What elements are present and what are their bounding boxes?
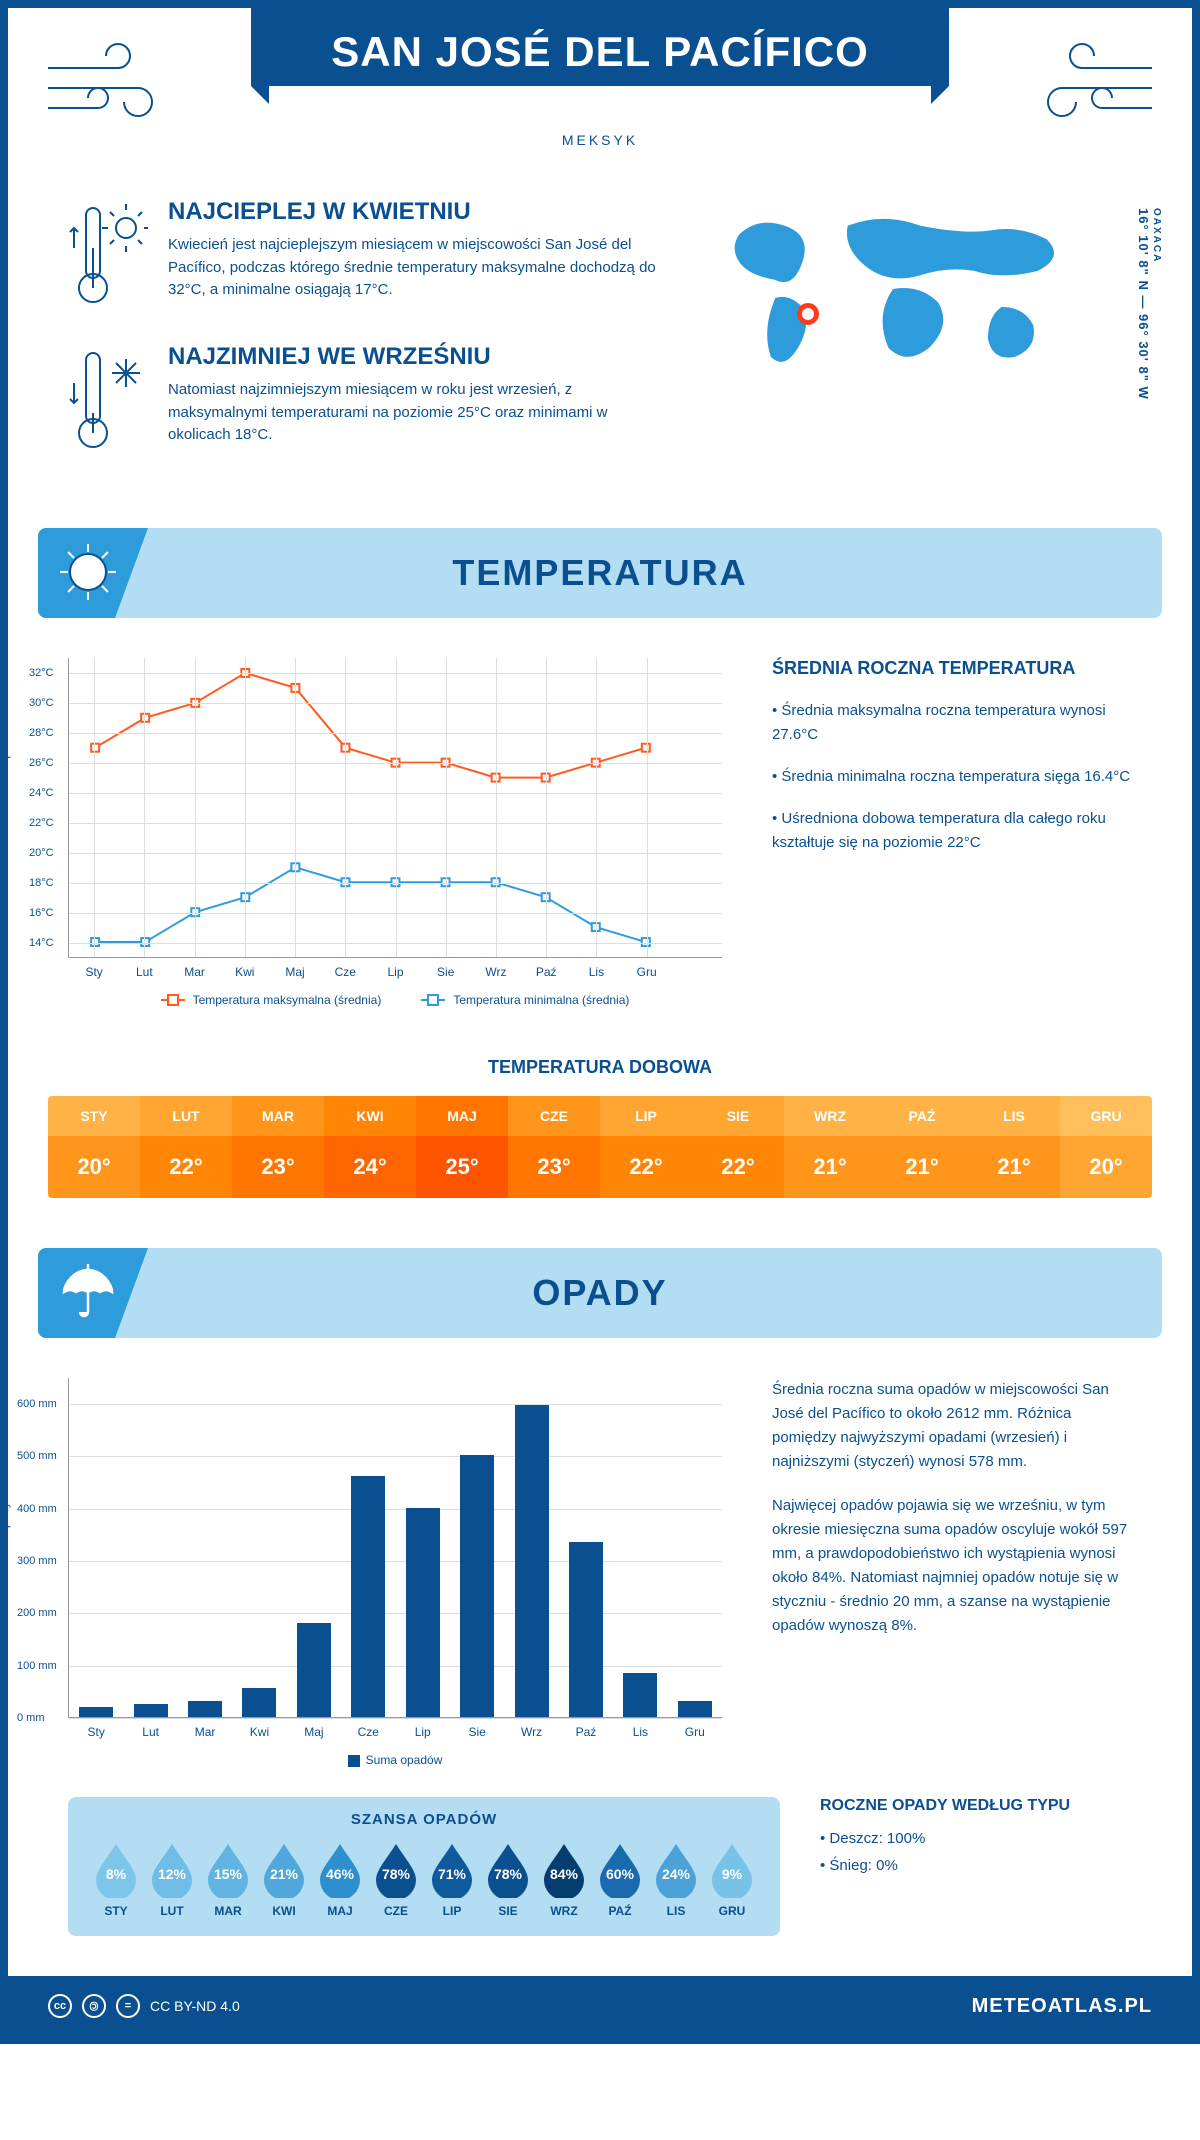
legend-min: #sw-min::before{border-color:#2e9bdb} Te… (421, 993, 629, 1007)
precip-bar (134, 1704, 168, 1717)
world-map-icon (712, 198, 1132, 403)
license-text: CC BY-ND 4.0 (150, 1998, 240, 2014)
precip-type-heading: ROCZNE OPADY WEDŁUG TYPU (820, 1797, 1132, 1815)
chance-drop: 21%KWI (256, 1840, 312, 1918)
intro-section: NAJCIEPLEJ W KWIETNIU Kwiecień jest najc… (8, 178, 1192, 528)
precip-heading: OPADY (38, 1272, 1162, 1314)
coords-label: 16° 10' 8" N — 96° 30' 8" W (1136, 208, 1151, 400)
daily-temp-col: STY20° (48, 1096, 140, 1198)
precip-section: Opady 0 mm100 mm200 mm300 mm400 mm500 mm… (8, 1338, 1192, 1797)
daily-temp-col: PAŹ21° (876, 1096, 968, 1198)
precip-legend: Suma opadów (68, 1753, 722, 1767)
precip-bottom-row: SZANSA OPADÓW 8%STY12%LUT15%MAR21%KWI46%… (8, 1797, 1192, 1976)
temperature-legend: #sw-max::before{border-color:#ff5a1f} Te… (68, 993, 722, 1007)
daily-temp-col: LUT22° (140, 1096, 232, 1198)
nd-icon: = (116, 1994, 140, 2018)
warmest-block: NAJCIEPLEJ W KWIETNIU Kwiecień jest najc… (68, 198, 672, 313)
chance-drop: 9%GRU (704, 1840, 760, 1918)
coordinates: OAXACA 16° 10' 8" N — 96° 30' 8" W (1136, 208, 1162, 400)
daily-temp-col: KWI24° (324, 1096, 416, 1198)
precip-bar (515, 1405, 549, 1717)
umbrella-icon (56, 1260, 120, 1329)
chance-drop: 46%MAJ (312, 1840, 368, 1918)
sun-icon (56, 540, 120, 609)
title-banner: SAN JOSÉ DEL PACÍFICO (251, 8, 949, 86)
warmest-text: Kwiecień jest najcieplejszym miesiącem w… (168, 234, 672, 302)
temp-info-heading: ŚREDNIA ROCZNA TEMPERATURA (772, 658, 1132, 679)
temperature-section: Temperatura 14°C16°C18°C20°C22°C24°C26°C… (8, 618, 1192, 1047)
coldest-text: Natomiast najzimniejszym miesiącem w rok… (168, 379, 672, 447)
thermometer-sun-icon (68, 198, 148, 313)
precip-info-p2: Najwięcej opadów pojawia się we wrześniu… (772, 1494, 1132, 1638)
temperature-info: ŚREDNIA ROCZNA TEMPERATURA • Średnia mak… (772, 658, 1132, 1007)
daily-temp-col: MAJ25° (416, 1096, 508, 1198)
temperature-chart: Temperatura 14°C16°C18°C20°C22°C24°C26°C… (68, 658, 722, 1007)
chance-drop: 78%SIE (480, 1840, 536, 1918)
precip-type-rain: • Deszcz: 100% (820, 1825, 1132, 1852)
chance-drop: 8%STY (88, 1840, 144, 1918)
temperature-heading: TEMPERATURA (38, 552, 1162, 594)
page-title: SAN JOSÉ DEL PACÍFICO (331, 28, 869, 76)
precip-bar (351, 1476, 385, 1717)
temp-y-axis-title: Temperatura (0, 713, 11, 780)
cc-icon: cc (48, 1994, 72, 2018)
temp-info-b3: • Uśredniona dobowa temperatura dla całe… (772, 807, 1132, 855)
precip-bar (242, 1688, 276, 1717)
by-icon: 🄯 (82, 1994, 106, 2018)
coldest-title: NAJZIMNIEJ WE WRZEŚNIU (168, 343, 672, 371)
location-marker-icon (797, 303, 819, 325)
precip-y-axis-title: Opady (0, 1501, 11, 1536)
daily-temp-col: CZE23° (508, 1096, 600, 1198)
precip-info-p1: Średnia roczna suma opadów w miejscowośc… (772, 1378, 1132, 1474)
precip-bar (79, 1707, 113, 1717)
footer: cc 🄯 = CC BY-ND 4.0 METEOATLAS.PL (8, 1976, 1192, 2036)
temperature-section-header: TEMPERATURA (38, 528, 1162, 618)
daily-temp-title: TEMPERATURA DOBOWA (8, 1057, 1192, 1078)
subtitle: MEKSYK (8, 132, 1192, 148)
coldest-block: NAJZIMNIEJ WE WRZEŚNIU Natomiast najzimn… (68, 343, 672, 458)
map-column: OAXACA 16° 10' 8" N — 96° 30' 8" W (712, 198, 1132, 488)
region-label: OAXACA (1151, 208, 1162, 392)
header: SAN JOSÉ DEL PACÍFICO MEKSYK (8, 8, 1192, 178)
chance-drop: 71%LIP (424, 1840, 480, 1918)
wind-icon (1022, 38, 1162, 128)
precip-bar (569, 1542, 603, 1717)
chance-drop: 84%WRZ (536, 1840, 592, 1918)
precip-chart: Opady 0 mm100 mm200 mm300 mm400 mm500 mm… (68, 1378, 722, 1767)
precip-type-snow: • Śnieg: 0% (820, 1852, 1132, 1879)
chance-panel: SZANSA OPADÓW 8%STY12%LUT15%MAR21%KWI46%… (68, 1797, 780, 1936)
infographic-page: SAN JOSÉ DEL PACÍFICO MEKSYK NAJCIEPLEJ … (0, 0, 1200, 2044)
daily-temp-col: LIP22° (600, 1096, 692, 1198)
precip-bar (297, 1623, 331, 1717)
daily-temp-col: SIE22° (692, 1096, 784, 1198)
precip-bar (406, 1508, 440, 1717)
thermometer-snow-icon (68, 343, 148, 458)
daily-temp-col: LIS21° (968, 1096, 1060, 1198)
precip-type-info: ROCZNE OPADY WEDŁUG TYPU • Deszcz: 100% … (820, 1797, 1132, 1879)
precip-section-header: OPADY (38, 1248, 1162, 1338)
site-name: METEOATLAS.PL (972, 1995, 1152, 2018)
precip-info: Średnia roczna suma opadów w miejscowośc… (772, 1378, 1132, 1767)
license-block: cc 🄯 = CC BY-ND 4.0 (48, 1994, 240, 2018)
chance-drop: 60%PAŹ (592, 1840, 648, 1918)
daily-temp-col: WRZ21° (784, 1096, 876, 1198)
precip-bar (188, 1701, 222, 1717)
chance-drop: 78%CZE (368, 1840, 424, 1918)
wind-icon (38, 38, 178, 128)
chance-drop: 12%LUT (144, 1840, 200, 1918)
daily-temp-table: STY20°LUT22°MAR23°KWI24°MAJ25°CZE23°LIP2… (48, 1096, 1152, 1198)
temp-info-b2: • Średnia minimalna roczna temperatura s… (772, 765, 1132, 789)
warmest-title: NAJCIEPLEJ W KWIETNIU (168, 198, 672, 226)
precip-bar (678, 1701, 712, 1717)
precip-bar (460, 1455, 494, 1717)
daily-temp-col: GRU20° (1060, 1096, 1152, 1198)
precip-bar (623, 1673, 657, 1717)
chance-drop: 24%LIS (648, 1840, 704, 1918)
daily-temp-col: MAR23° (232, 1096, 324, 1198)
legend-max: #sw-max::before{border-color:#ff5a1f} Te… (161, 993, 382, 1007)
temp-info-b1: • Średnia maksymalna roczna temperatura … (772, 699, 1132, 747)
chance-title: SZANSA OPADÓW (88, 1811, 760, 1828)
intro-text-column: NAJCIEPLEJ W KWIETNIU Kwiecień jest najc… (68, 198, 672, 488)
chance-drop: 15%MAR (200, 1840, 256, 1918)
